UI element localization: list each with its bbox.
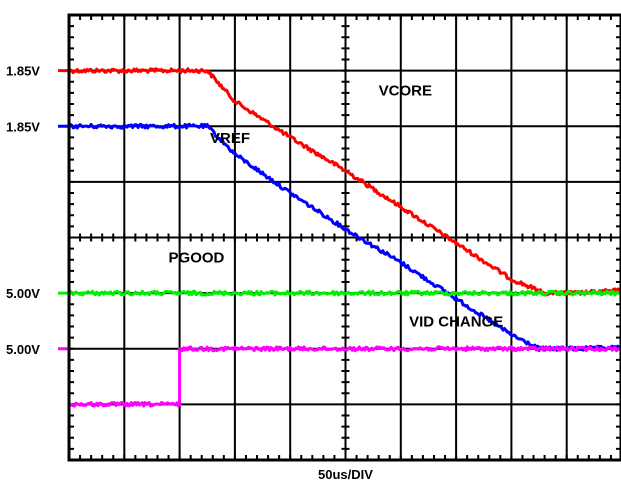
trace-label: VCORE: [379, 83, 432, 100]
marker-label: 5.00V: [6, 342, 40, 357]
marker-label: 5.00V: [6, 286, 40, 301]
marker-label: 1.85V: [6, 119, 40, 134]
trace-labels: VCORE VREF PGOOD VID CHANGE: [169, 83, 504, 331]
trace-vref: [68, 122, 621, 352]
left-markers: 1.85V 1.85V 5.00V 5.00V: [6, 64, 69, 357]
x-axis-label: 50us/DIV: [318, 467, 373, 482]
trace-label: VID CHANGE: [409, 314, 503, 331]
marker-label: 1.85V: [6, 64, 40, 79]
trace-label: VREF: [210, 130, 250, 147]
traces: [67, 67, 621, 408]
plot-frame: [67, 13, 621, 462]
trace-vcore: [67, 67, 621, 297]
trace-vid-change: [67, 345, 621, 408]
trace-pgood: [68, 289, 621, 297]
trace-label: PGOOD: [169, 250, 225, 267]
